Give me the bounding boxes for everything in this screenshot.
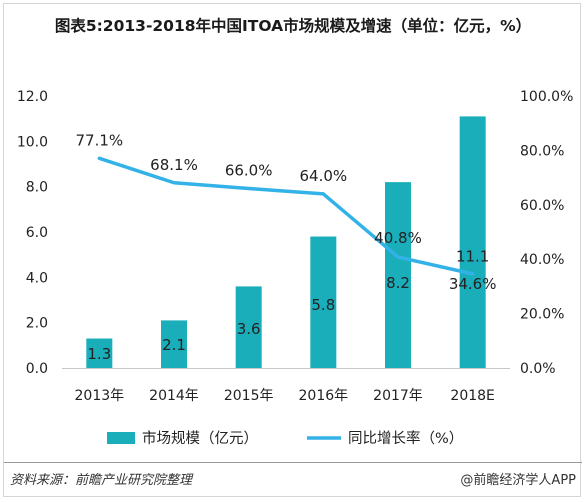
bar-data-label: 5.8: [311, 296, 335, 314]
right-axis-tick-label: 0.0%: [520, 361, 556, 377]
bar-data-label: 2.1: [162, 336, 186, 354]
chart-title: 图表5:2013-2018年中国ITOA市场规模及增速（单位：亿元，%）: [54, 17, 532, 35]
right-axis-tick-label: 20.0%: [520, 307, 564, 323]
bar-market-size: [385, 182, 411, 368]
bar-market-size: [235, 286, 262, 368]
line-data-label: 40.8%: [374, 229, 422, 247]
x-axis-tick-label: 2013年: [75, 388, 125, 404]
x-axis-tick-label: 2017年: [373, 388, 423, 404]
line-data-label: 77.1%: [76, 131, 124, 149]
left-axis-tick-label: 8.0: [26, 180, 48, 196]
bar-data-label: 3.6: [237, 320, 261, 338]
right-axis-tick-label: 80.0%: [520, 143, 564, 159]
bar-data-label: 1.3: [87, 345, 111, 363]
left-axis-tick-label: 10.0: [17, 134, 48, 150]
left-axis-tick-label: 6.0: [26, 225, 48, 241]
left-axis-tick-label: 2.0: [26, 316, 48, 332]
bar-market-size: [161, 320, 187, 368]
chart-canvas: 0.0 2.0 4.0 6.0 8.0 10.0 12.0 0.0% 20.0% 40.0% 60.…: [17, 89, 574, 447]
right-axis-tick-label: 40.0%: [520, 252, 564, 268]
x-axis-tick-label: 2014年: [149, 388, 199, 404]
left-axis-tick-label: 12.0: [17, 89, 48, 105]
brand-watermark: @前瞻经济学人APP: [460, 473, 576, 488]
x-axis-tick-label: 2018E: [450, 388, 494, 404]
line-data-label: 66.0%: [225, 161, 273, 179]
bar-market-size: [310, 236, 337, 368]
left-axis-tick-label: 4.0: [26, 270, 48, 286]
line-data-label: 68.1%: [150, 156, 198, 174]
x-axis-tick-label: 2016年: [299, 388, 349, 404]
right-axis-tick-label: 60.0%: [520, 198, 564, 214]
x-axis-tick-label: 2015年: [224, 388, 274, 404]
footer-divider: [4, 462, 582, 463]
bar-market-size: [459, 116, 486, 369]
legend-line-label: 同比增长率（%）: [348, 430, 463, 447]
line-data-label: 64.0%: [300, 167, 348, 185]
growth-rate-line: [97, 156, 475, 276]
bar-data-label: 11.1: [456, 247, 489, 265]
source-note: 资料来源：前瞻产业研究院整理: [10, 473, 193, 488]
bar-market-size: [86, 338, 113, 368]
right-axis-tick-label: 100.0%: [520, 89, 573, 105]
legend-bar-label: 市场规模（亿元）: [142, 430, 258, 447]
chart-frame: [3, 3, 581, 497]
legend-bar-swatch: [107, 432, 135, 444]
left-axis-tick-label: 0.0: [26, 361, 48, 377]
line-data-label: 34.6%: [449, 275, 497, 293]
bar-data-label: 8.2: [386, 274, 410, 292]
